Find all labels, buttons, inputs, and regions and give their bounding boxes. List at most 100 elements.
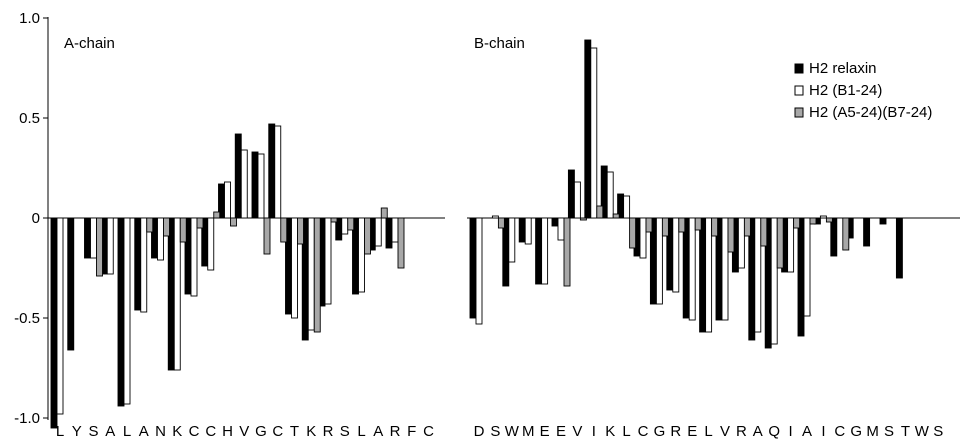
bar-h2-relaxin bbox=[234, 133, 242, 219]
bar-h2-a5-24-b7-24 bbox=[397, 217, 405, 269]
bar-h2-b1-24 bbox=[475, 217, 483, 325]
legend-swatch bbox=[794, 63, 804, 74]
bar-h2-b1-24 bbox=[557, 217, 565, 241]
residue-label: D bbox=[474, 423, 485, 440]
residue-label: R bbox=[670, 423, 681, 440]
bar-h2-a5-24-b7-24 bbox=[711, 217, 719, 237]
residue-label: L bbox=[56, 423, 64, 440]
bar-h2-b1-24 bbox=[606, 171, 614, 219]
bar-h2-relaxin bbox=[879, 217, 887, 225]
bar-h2-relaxin bbox=[167, 217, 175, 371]
bar-h2-b1-24 bbox=[391, 217, 399, 243]
residue-label: S bbox=[933, 423, 943, 440]
bar-h2-a5-24-b7-24 bbox=[196, 217, 204, 229]
bar-h2-a5-24-b7-24 bbox=[163, 217, 170, 237]
bar-h2-relaxin bbox=[50, 217, 58, 429]
bar-h2-b1-24 bbox=[173, 217, 181, 371]
bar-h2-relaxin bbox=[797, 217, 805, 337]
y-tick-label: -1.0 bbox=[14, 410, 40, 427]
bar-h2-a5-24-b7-24 bbox=[263, 217, 271, 255]
residue-label: V bbox=[239, 423, 249, 440]
bar-h2-b1-24 bbox=[207, 217, 215, 271]
bar-h2-relaxin bbox=[551, 217, 559, 227]
legend-label: H2 (B1-24) bbox=[809, 82, 882, 99]
residue-label: K bbox=[605, 423, 615, 440]
bar-h2-b1-24 bbox=[508, 217, 516, 263]
residue-label: S bbox=[88, 423, 98, 440]
bar-h2-a5-24-b7-24 bbox=[629, 217, 637, 249]
bar-h2-b1-24 bbox=[106, 217, 114, 275]
bar-h2-b1-24 bbox=[240, 149, 248, 219]
panel-title: A-chain bbox=[64, 35, 115, 52]
residue-label: K bbox=[306, 423, 316, 440]
residue-label: G bbox=[255, 423, 267, 440]
bar-h2-b1-24 bbox=[90, 217, 97, 259]
bar-h2-b1-24 bbox=[324, 217, 332, 305]
residue-label: L bbox=[704, 423, 712, 440]
legend-label: H2 relaxin bbox=[809, 60, 877, 77]
legend: H2 relaxin H2 (B1-24) H2 (A5-24)(B7-24) bbox=[794, 60, 932, 121]
bar-h2-a5-24-b7-24 bbox=[694, 217, 702, 231]
bar-h2-a5-24-b7-24 bbox=[842, 217, 850, 251]
residue-label: R bbox=[390, 423, 401, 440]
residue-label: S bbox=[884, 423, 894, 440]
bar-h2-relaxin bbox=[134, 217, 142, 311]
bar-h2-b1-24 bbox=[639, 217, 647, 259]
residue-label: S bbox=[490, 423, 500, 440]
bar-h2-a5-24-b7-24 bbox=[760, 217, 768, 247]
bar-h2-b1-24 bbox=[819, 215, 827, 219]
legend-swatch bbox=[794, 107, 804, 118]
residue-label: V bbox=[572, 423, 582, 440]
bar-h2-a5-24-b7-24 bbox=[596, 205, 604, 219]
bar-h2-b1-24 bbox=[672, 217, 680, 293]
bar-h2-b1-24 bbox=[140, 217, 148, 313]
bar-h2-b1-24 bbox=[754, 217, 762, 333]
bar-h2-a5-24-b7-24 bbox=[230, 217, 237, 227]
panel-title: B-chain bbox=[474, 35, 525, 52]
bar-h2-b1-24 bbox=[157, 217, 164, 261]
y-tick-label: -0.5 bbox=[14, 310, 40, 327]
bar-h2-a5-24-b7-24 bbox=[146, 217, 154, 233]
bar-h2-a5-24-b7-24 bbox=[661, 217, 669, 237]
bar-h2-relaxin bbox=[518, 217, 526, 243]
bar-h2-b1-24 bbox=[307, 217, 315, 331]
bar-h2-relaxin bbox=[117, 217, 125, 407]
bar-h2-a5-24-b7-24 bbox=[825, 217, 833, 223]
bar-h2-relaxin bbox=[584, 39, 592, 219]
residue-label: F bbox=[407, 423, 416, 440]
residue-label: C bbox=[189, 423, 200, 440]
residue-label: W bbox=[505, 423, 520, 440]
residue-label: T bbox=[901, 423, 910, 440]
residue-label: V bbox=[720, 423, 730, 440]
bar-h2-relaxin bbox=[682, 217, 690, 319]
bar-h2-a5-24-b7-24 bbox=[793, 217, 801, 229]
bar-h2-relaxin bbox=[385, 217, 393, 249]
bar-h2-b1-24 bbox=[770, 217, 778, 345]
bar-h2-relaxin bbox=[469, 217, 477, 319]
residue-label: A bbox=[373, 423, 383, 440]
residue-label: L bbox=[357, 423, 365, 440]
bar-h2-b1-24 bbox=[623, 195, 631, 219]
residue-label: G bbox=[654, 423, 666, 440]
bar-h2-b1-24 bbox=[374, 217, 382, 247]
bar-h2-b1-24 bbox=[491, 215, 499, 219]
residue-label: C bbox=[834, 423, 845, 440]
residue-label: A bbox=[139, 423, 149, 440]
residue-label: M bbox=[522, 423, 535, 440]
residue-label: L bbox=[622, 423, 630, 440]
bar-h2-relaxin bbox=[830, 217, 838, 257]
residue-label: E bbox=[687, 423, 697, 440]
residue-label: C bbox=[423, 423, 434, 440]
bar-h2-relaxin bbox=[535, 217, 543, 285]
residue-label: L bbox=[123, 423, 131, 440]
bar-h2-relaxin bbox=[863, 217, 871, 247]
bar-h2-b1-24 bbox=[123, 217, 131, 405]
bar-h2-a5-24-b7-24 bbox=[678, 217, 686, 233]
bar-h2-b1-24 bbox=[721, 217, 729, 321]
residue-label: I bbox=[592, 423, 596, 440]
residue-label: C bbox=[272, 423, 283, 440]
bar-h2-a5-24-b7-24 bbox=[497, 217, 505, 229]
bar-h2-b1-24 bbox=[341, 217, 349, 235]
